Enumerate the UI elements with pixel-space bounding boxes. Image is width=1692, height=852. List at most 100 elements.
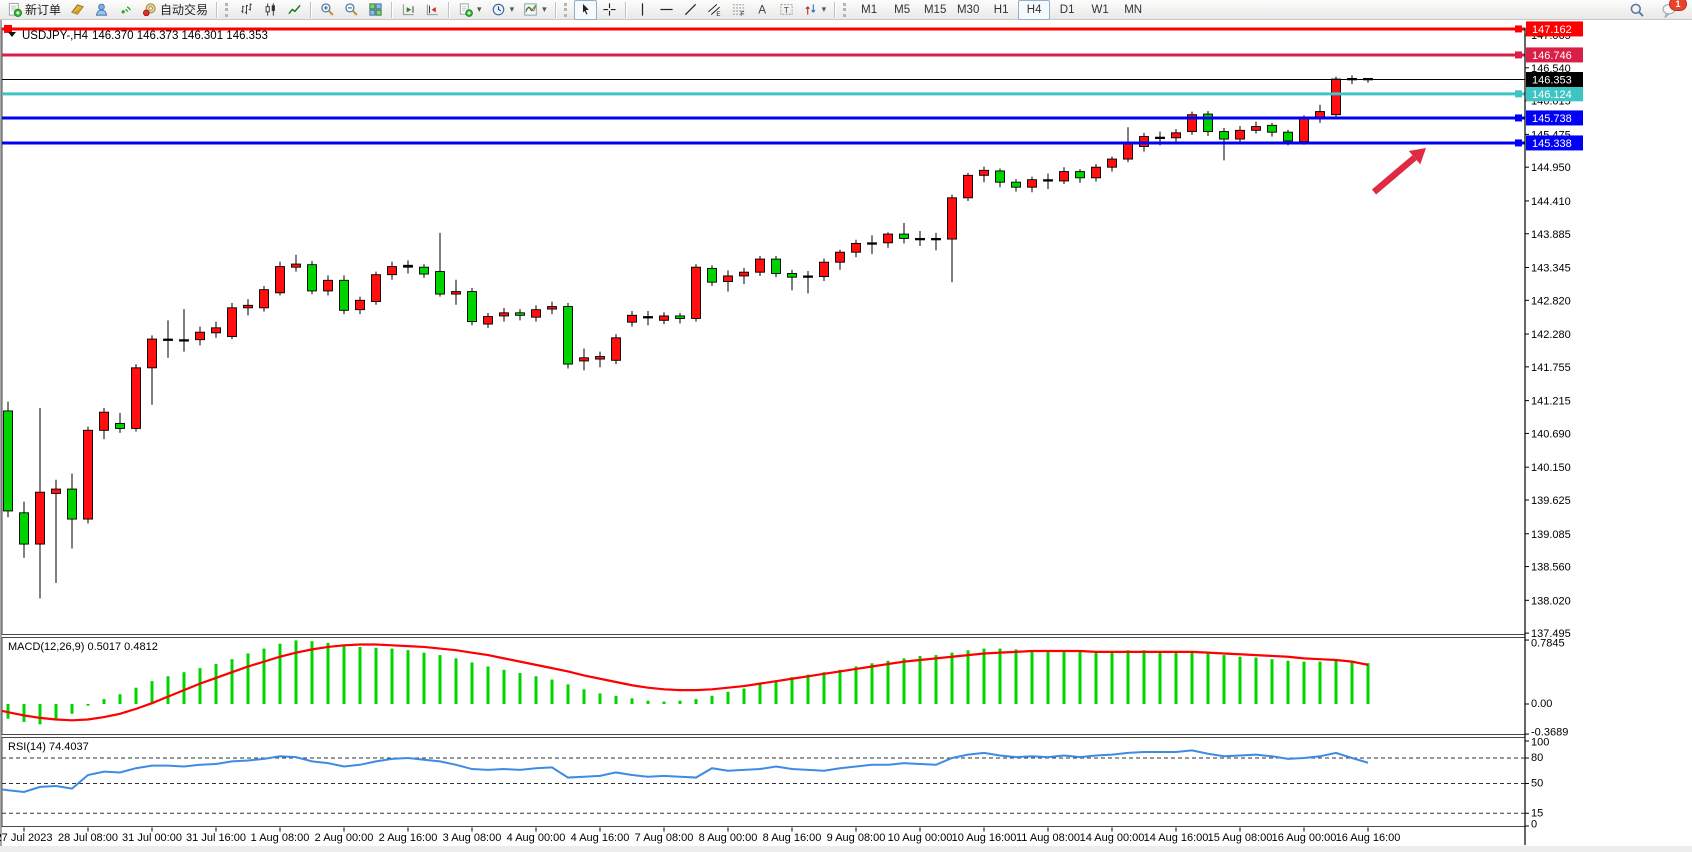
horizontal-line-object[interactable] [2, 90, 1525, 98]
signals-button[interactable] [114, 0, 137, 20]
toolbar-grip[interactable] [563, 2, 570, 17]
candle [259, 285, 269, 312]
arrow-shaft[interactable] [1371, 155, 1417, 195]
candlestick-button[interactable] [259, 0, 282, 20]
text-label-button[interactable]: T [775, 0, 798, 20]
chevron-down-icon[interactable]: ▾ [509, 4, 515, 14]
time-tick-label: 4 Aug 00:00 [507, 832, 566, 844]
arrow-head[interactable] [1408, 148, 1426, 165]
auto-scroll-button[interactable] [397, 0, 420, 20]
candle-body [259, 289, 269, 309]
candle [19, 501, 29, 558]
line-chart-button[interactable] [283, 0, 306, 20]
candle [83, 426, 93, 524]
tf-h4-button-label: H4 [1026, 3, 1042, 16]
candles [3, 75, 1373, 599]
metaeditor-button[interactable] [66, 0, 89, 20]
notifications-button[interactable]: 1 [1657, 0, 1687, 20]
arrows-button[interactable]: ▾ [799, 0, 831, 20]
hline-right-handle[interactable] [1515, 51, 1522, 59]
new-order-button[interactable]: 新订单 [3, 0, 65, 20]
bar-chart-button[interactable] [235, 0, 258, 20]
tf-mn-button[interactable]: MN [1117, 0, 1149, 20]
arrow-annotation[interactable] [1371, 148, 1426, 195]
tf-m1-button[interactable]: M1 [853, 0, 885, 20]
new-chart-button[interactable]: ▾ [454, 0, 486, 20]
zoom-out-button[interactable] [340, 0, 363, 20]
indicators-button[interactable]: ▾ [519, 0, 551, 20]
tf-m5-button[interactable]: M5 [886, 0, 918, 20]
hline-right-handle[interactable] [1515, 25, 1522, 33]
svg-text:T: T [783, 5, 788, 15]
collapse-triangle-icon[interactable] [8, 32, 16, 37]
tf-m15-button[interactable]: M15 [919, 0, 951, 20]
tile-windows-button[interactable] [364, 0, 387, 20]
horizontal-line-object[interactable] [2, 24, 1525, 33]
crosshair-button[interactable] [598, 0, 621, 20]
tf-d1-button[interactable]: D1 [1051, 0, 1083, 20]
toolbar-grip[interactable] [843, 2, 849, 17]
zoom-in-icon [320, 2, 335, 17]
autotrade-button-label: 自动交易 [160, 3, 209, 17]
window-left-frame [0, 20, 2, 846]
trendline-button[interactable] [679, 0, 702, 20]
price-tick-label: 143.345 [1531, 263, 1571, 275]
period-button[interactable]: ▾ [487, 0, 519, 20]
search-button[interactable] [1625, 0, 1649, 20]
hline-right-handle[interactable] [1515, 139, 1522, 147]
tf-w1-button[interactable]: W1 [1084, 0, 1116, 20]
candle-body [963, 174, 973, 199]
chevron-down-icon[interactable]: ▾ [542, 4, 547, 14]
toolbar-right: 1 [1625, 0, 1689, 20]
horizontal-line-object[interactable] [2, 114, 1525, 122]
candle [771, 255, 781, 278]
candle-body [291, 263, 301, 268]
price-badge-bg [1526, 47, 1583, 63]
candle [483, 312, 493, 328]
fibonacci-button[interactable]: F [727, 0, 750, 20]
chart-shift-button[interactable] [421, 0, 444, 20]
macd-tick-label: 0.00 [1531, 698, 1552, 710]
candle [531, 305, 541, 322]
zoom-in-button[interactable] [316, 0, 339, 20]
candle [243, 299, 253, 316]
candle [339, 275, 349, 315]
cursor-button[interactable] [573, 0, 597, 20]
autotrade-button[interactable]: 自动交易 [138, 0, 212, 20]
community-button[interactable] [90, 0, 113, 20]
toolbar-separator [310, 1, 313, 18]
time-tick-label: 14 Aug 00:00 [1080, 832, 1145, 844]
chevron-down-icon[interactable]: ▾ [477, 4, 482, 14]
time-tick-label: 8 Aug 00:00 [699, 832, 758, 844]
candle-body [115, 422, 125, 429]
price-badge-text: 146.124 [1532, 89, 1572, 101]
tf-m30-button[interactable]: M30 [952, 0, 984, 20]
toolbar-separator [554, 1, 557, 18]
tf-h4-button[interactable]: H4 [1018, 0, 1051, 20]
tf-h1-button[interactable]: H1 [985, 0, 1017, 20]
chevron-down-icon[interactable]: ▾ [821, 4, 827, 14]
zoom-out-icon [344, 2, 359, 17]
horizontal-line-button[interactable] [655, 0, 678, 20]
time-tick-label: 15 Aug 08:00 [1208, 832, 1273, 844]
rsi-panel [1, 737, 1526, 827]
time-tick-label: 16 Aug 00:00 [1272, 832, 1337, 844]
candle [1011, 179, 1021, 192]
hline-right-handle[interactable] [1515, 114, 1522, 122]
svg-text:A: A [758, 4, 766, 17]
rsi-tick-label: 100 [1531, 737, 1549, 749]
svg-text:E: E [716, 11, 720, 17]
toolbar-grip[interactable] [225, 2, 231, 17]
candle [1043, 173, 1053, 190]
candle [195, 326, 205, 346]
horizontal-line-object[interactable] [2, 139, 1525, 147]
horizontal-line-object[interactable] [2, 51, 1525, 59]
vertical-line-button[interactable] [631, 0, 654, 20]
channel-button[interactable]: E [703, 0, 726, 20]
hline-right-handle[interactable] [1515, 90, 1522, 98]
hline-left-handle[interactable] [4, 24, 12, 33]
candle-body [147, 338, 157, 369]
candle-body [515, 312, 525, 316]
candle [819, 258, 829, 281]
text-button[interactable]: A [751, 0, 774, 20]
